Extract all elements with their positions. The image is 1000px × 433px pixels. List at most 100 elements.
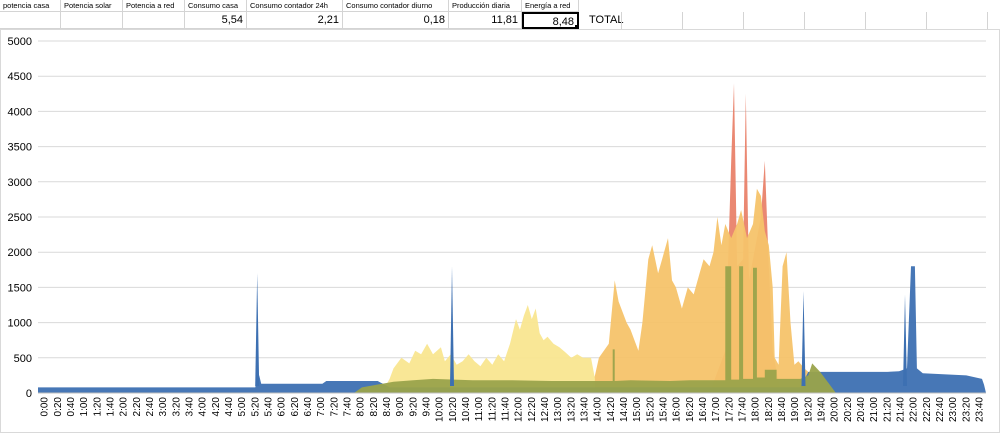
header-consumo-contador-diurno[interactable]: Consumo contador diurno (343, 0, 449, 12)
x-tick-label: 20:20 (843, 397, 854, 422)
y-tick-label: 1500 (8, 282, 32, 294)
y-tick-label: 4500 (8, 71, 32, 83)
y-tick-label: 3000 (8, 177, 32, 189)
x-tick-label: 23:20 (961, 397, 972, 422)
value-energia-red[interactable]: 8,48 (522, 12, 579, 29)
cell-divider (804, 12, 805, 29)
x-tick-label: 8:20 (369, 397, 380, 417)
x-tick-label: 18:20 (764, 397, 775, 422)
value-consumo-contador-diurno[interactable]: 0,18 (343, 12, 449, 29)
x-tick-label: 13:00 (553, 397, 564, 422)
selected-cell-text: 8,48 (552, 16, 574, 28)
value-potencia-casa[interactable] (0, 12, 61, 29)
header-potencia-casa[interactable]: potencia casa (0, 0, 61, 12)
x-tick-label: 23:40 (974, 397, 985, 422)
x-tick-label: 9:00 (395, 397, 406, 417)
x-tick-label: 2:40 (145, 397, 156, 417)
x-tick-label: 0:00 (40, 397, 51, 417)
x-tick-label: 16:40 (698, 397, 709, 422)
cell-divider (682, 12, 683, 29)
x-tick-label: 2:20 (132, 397, 143, 417)
gridlines (38, 40, 986, 359)
x-tick-label: 19:20 (803, 397, 814, 422)
header-potencia-solar[interactable]: Potencia solar (61, 0, 123, 12)
y-tick-label: 4000 (8, 106, 32, 118)
header-energia-red[interactable]: Energía a red (522, 0, 579, 12)
x-tick-label: 4:40 (224, 397, 235, 417)
x-tick-label: 0:20 (53, 397, 64, 417)
value-potencia-solar[interactable] (61, 12, 123, 29)
series-area (354, 266, 836, 393)
value-potencia-red[interactable] (123, 12, 185, 29)
x-tick-label: 11:00 (474, 397, 485, 422)
header-produccion-diaria[interactable]: Producción diaria (449, 0, 522, 12)
power-area-chart[interactable]: 5000450040003500300025002000150010005000… (0, 29, 1000, 433)
x-axis-ticks: 0:00 0:20 0:40 1:00 1:20 1:40 2:00 2:20 2:40 3:00… (40, 397, 986, 422)
cell-divider (987, 12, 988, 29)
x-tick-label: 3:00 (158, 397, 169, 417)
x-tick-label: 13:20 (566, 397, 577, 422)
x-tick-label: 10:40 (461, 397, 472, 422)
x-tick-label: 14:40 (619, 397, 630, 422)
x-tick-label: 4:00 (198, 397, 209, 417)
x-tick-label: 3:20 (171, 397, 182, 417)
fill-handle[interactable] (575, 25, 577, 27)
x-tick-label: 15:00 (632, 397, 643, 422)
x-tick-label: 16:20 (685, 397, 696, 422)
area-series (38, 83, 986, 393)
x-tick-label: 2:00 (119, 397, 130, 417)
spike-mark (255, 273, 260, 386)
x-tick-label: 6:00 (277, 397, 288, 417)
series-area (381, 305, 595, 393)
x-tick-label: 8:40 (382, 397, 393, 417)
spreadsheet-summary-row: potencia casa Potencia solar Potencia a … (0, 0, 1000, 30)
x-tick-label: 20:00 (830, 397, 841, 422)
series-area (38, 266, 986, 393)
x-tick-label: 17:00 (711, 397, 722, 422)
x-tick-label: 1:20 (92, 397, 103, 417)
x-tick-label: 1:40 (105, 397, 116, 417)
x-tick-label: 11:20 (487, 397, 498, 422)
x-tick-label: 0:40 (66, 397, 77, 417)
x-tick-label: 19:40 (816, 397, 827, 422)
spike-mark (903, 294, 907, 386)
x-tick-label: 9:20 (408, 397, 419, 417)
header-consumo-contador-24h[interactable]: Consumo contador 24h (247, 0, 343, 12)
x-tick-label: 10:00 (435, 397, 446, 422)
value-consumo-contador-24h[interactable]: 2,21 (247, 12, 343, 29)
value-produccion-diaria[interactable]: 11,81 (449, 12, 522, 29)
header-potencia-red[interactable]: Potencia a red (123, 0, 185, 12)
x-tick-label: 9:40 (421, 397, 432, 417)
y-tick-label: 2000 (8, 247, 32, 259)
total-label[interactable]: TOTAL (589, 14, 624, 26)
x-tick-label: 7:40 (342, 397, 353, 417)
x-tick-label: 10:20 (448, 397, 459, 422)
spike-marks (255, 266, 907, 386)
y-tick-label: 500 (14, 353, 32, 365)
x-tick-label: 8:00 (356, 397, 367, 417)
x-tick-label: 1:00 (79, 397, 90, 417)
x-tick-label: 5:20 (250, 397, 261, 417)
x-tick-label: 16:00 (672, 397, 683, 422)
x-tick-label: 17:20 (724, 397, 735, 422)
spike-mark (450, 266, 454, 386)
x-tick-label: 21:00 (869, 397, 880, 422)
x-tick-label: 3:40 (184, 397, 195, 417)
x-tick-label: 18:40 (777, 397, 788, 422)
x-tick-label: 22:00 (909, 397, 920, 422)
x-tick-label: 5:00 (237, 397, 248, 417)
header-consumo-casa[interactable]: Consumo casa (185, 0, 247, 12)
y-tick-label: 3500 (8, 142, 32, 154)
x-tick-label: 12:00 (514, 397, 525, 422)
x-tick-label: 22:40 (935, 397, 946, 422)
x-tick-label: 21:20 (882, 397, 893, 422)
series-area (591, 188, 817, 393)
x-tick-label: 21:40 (895, 397, 906, 422)
cell-divider (621, 12, 622, 29)
y-tick-label: 5000 (8, 36, 32, 48)
x-tick-label: 17:40 (737, 397, 748, 422)
value-consumo-casa[interactable]: 5,54 (185, 12, 247, 29)
x-tick-label: 12:20 (527, 397, 538, 422)
x-tick-label: 5:40 (263, 397, 274, 417)
